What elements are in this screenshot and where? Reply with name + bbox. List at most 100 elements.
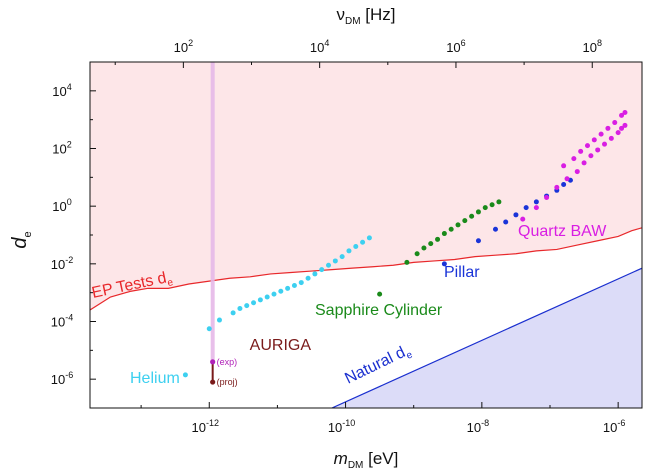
- quartz-baw-point: [622, 122, 628, 128]
- pillar-point: [523, 205, 529, 211]
- quartz-baw-point: [619, 125, 625, 131]
- top-axis-title: νDM [Hz]: [336, 5, 395, 27]
- helium-point: [237, 306, 243, 312]
- helium-point: [332, 258, 338, 264]
- quartz-baw-point: [554, 184, 560, 190]
- helium-point: [264, 294, 270, 300]
- x-tick-label: 10-12: [192, 418, 219, 435]
- y-tick-label: 10-4: [51, 313, 73, 330]
- auriga-exp-point: [210, 359, 216, 365]
- helium-point: [312, 271, 318, 277]
- helium-point: [257, 297, 263, 303]
- helium-point: [206, 326, 212, 332]
- y-tick-label: 104: [52, 82, 71, 99]
- y-axis-title: de: [9, 231, 34, 248]
- helium-point: [216, 317, 222, 323]
- auriga-layer: (exp) (proj) AURIGA: [210, 337, 311, 387]
- quartz-baw-point: [622, 109, 628, 115]
- sapphire-cylinder-point: [482, 205, 488, 211]
- helium-point: [305, 275, 311, 281]
- helium-point: [346, 248, 352, 254]
- sapphire-cylinder-point: [441, 231, 447, 237]
- quartz-baw-point: [588, 153, 594, 159]
- auriga-proj-label: (proj): [217, 377, 238, 387]
- helium-point: [353, 244, 359, 250]
- pillar-point: [475, 238, 481, 244]
- helium-point: [326, 262, 332, 268]
- quartz-baw-point: [598, 131, 604, 137]
- sapphire-cylinder-point: [448, 226, 454, 232]
- natural-boundary: [331, 267, 642, 408]
- top-tick-label: 108: [583, 38, 602, 55]
- quartz-baw-point: [574, 169, 580, 175]
- helium-point: [285, 285, 291, 291]
- sapphire-cylinder-point: [489, 202, 495, 208]
- y-tick-label: 10-6: [51, 370, 73, 387]
- quartz-baw-point: [544, 195, 550, 201]
- top-tick-label: 106: [446, 38, 465, 55]
- x-tick-label: 10-10: [328, 418, 355, 435]
- quartz-baw-point: [595, 147, 601, 153]
- pillar-point: [441, 261, 447, 267]
- top-tick-label: 104: [310, 38, 329, 55]
- quartz-baw-point: [561, 163, 567, 169]
- pillar-point: [513, 212, 519, 218]
- quartz-baw-point: [619, 112, 625, 118]
- quartz-baw-point: [602, 141, 608, 147]
- helium-point: [298, 280, 304, 286]
- pillar-label: Pillar: [444, 264, 480, 281]
- x-axis-title: mDM [eV]: [334, 449, 399, 471]
- quartz-baw-point: [615, 130, 621, 136]
- x-tick-label: 10-6: [603, 418, 625, 435]
- sapphire-cylinder-point: [462, 218, 468, 224]
- sapphire-cylinder-point: [404, 259, 410, 265]
- quartz-baw-point: [571, 156, 577, 162]
- auriga-label: AURIGA: [250, 337, 312, 354]
- y-tick-label: 10-2: [51, 255, 73, 272]
- sapphire-cylinder-point: [421, 245, 427, 251]
- auriga-proj-point: [210, 379, 216, 385]
- ep-tests-region: [90, 62, 642, 310]
- sapphire-cylinder-point: [377, 291, 383, 297]
- helium-point: [244, 303, 250, 309]
- helium-point: [319, 267, 325, 273]
- helium-point: [360, 239, 366, 245]
- helium-point: [230, 310, 236, 316]
- sapphire-cylinder-point: [428, 241, 434, 247]
- quartz-baw-point: [533, 205, 539, 211]
- ticks-layer: 10-12 10-10 10-8 10-6 104 102 100 10-2 10-4 10-6 1…: [51, 38, 626, 435]
- sapphire-cylinder-point: [435, 236, 441, 242]
- auriga-exp-label: (exp): [217, 357, 238, 367]
- helium-label: Helium: [130, 370, 180, 387]
- quartz-baw-point: [581, 160, 587, 166]
- y-tick-label: 102: [52, 140, 71, 157]
- helium-point: [291, 282, 297, 288]
- helium-point: [182, 372, 188, 378]
- quartz-baw-point: [520, 216, 526, 222]
- x-tick-label: 10-8: [467, 418, 489, 435]
- quartz-label: Quartz BAW: [518, 223, 607, 240]
- pillar-point: [492, 226, 498, 232]
- quartz-baw-point: [612, 120, 618, 126]
- sapphire-cylinder-point: [496, 199, 502, 205]
- ep-tests-boundary: [90, 227, 642, 311]
- helium-point: [366, 235, 372, 241]
- helium-point: [339, 254, 345, 260]
- sapphire-cylinder-point: [414, 251, 420, 257]
- quartz-baw-point: [591, 137, 597, 143]
- sapphire-cylinder-point: [469, 213, 475, 219]
- sapphire-label: Sapphire Cylinder: [315, 302, 443, 319]
- pillar-point: [561, 182, 567, 188]
- sapphire-cylinder-point: [475, 209, 481, 215]
- auriga-band: [210, 62, 215, 362]
- quartz-baw-point: [608, 135, 614, 141]
- auriga-band-layer: [210, 62, 215, 362]
- y-tick-label: 100: [52, 197, 71, 214]
- helium-point: [278, 288, 284, 294]
- top-tick-label: 102: [174, 38, 193, 55]
- helium-point: [251, 300, 257, 306]
- regions-layer: [90, 62, 642, 408]
- pillar-point: [533, 199, 539, 205]
- quartz-baw-point: [578, 148, 584, 154]
